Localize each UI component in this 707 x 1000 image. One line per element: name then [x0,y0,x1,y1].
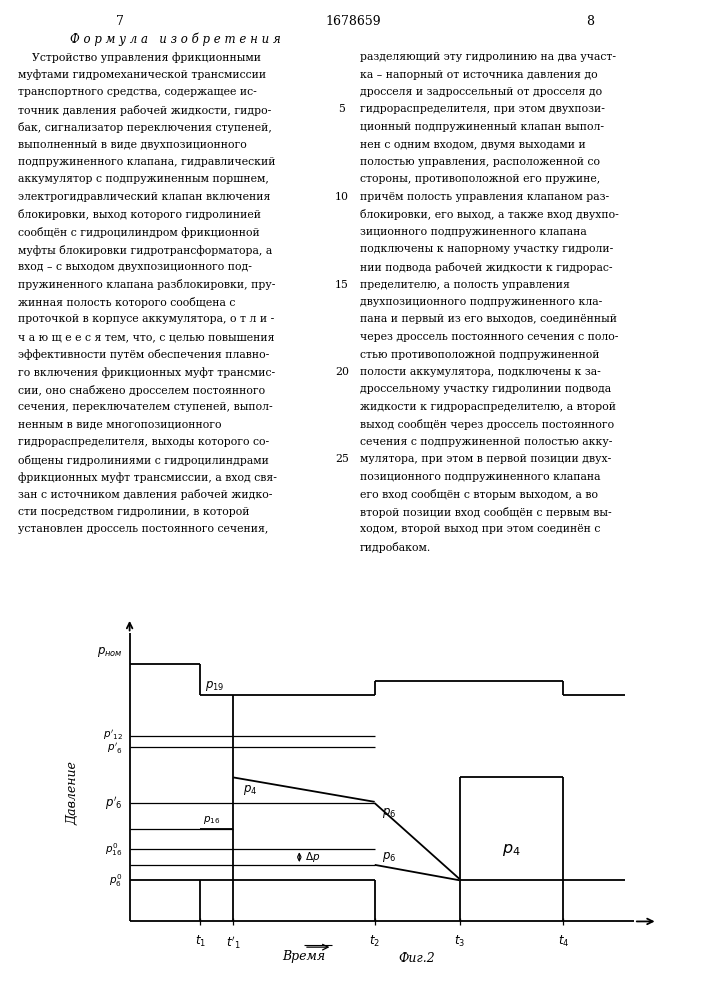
Text: эффективности путём обеспечения плавно-: эффективности путём обеспечения плавно- [18,350,269,360]
Text: $p_6$: $p_6$ [382,806,396,820]
Text: ч а ю щ е е с я тем, что, с целью повышения: ч а ю щ е е с я тем, что, с целью повыше… [18,332,274,342]
Text: жидкости к гидрораспределителю, а второй: жидкости к гидрораспределителю, а второй [360,402,616,412]
Text: $p_4$: $p_4$ [243,783,257,797]
Text: 1678659: 1678659 [325,15,381,28]
Text: гидробаком.: гидробаком. [360,542,431,553]
Text: 25: 25 [335,454,349,464]
Text: дроссельному участку гидролинии подвода: дроссельному участку гидролинии подвода [360,384,611,394]
Text: $p'_{12}$: $p'_{12}$ [103,728,122,742]
Text: $p'^{\,}_{6}$: $p'^{\,}_{6}$ [107,740,122,756]
Text: двухпозиционного подпружиненного кла-: двухпозиционного подпружиненного кла- [360,297,602,307]
Text: его вход сообщён с вторым выходом, а во: его вход сообщён с вторым выходом, а во [360,489,598,500]
Text: го включения фрикционных муфт трансмис-: го включения фрикционных муфт трансмис- [18,367,275,378]
Text: общены гидролиниями с гидроцилиндрами: общены гидролиниями с гидроцилиндрами [18,454,269,466]
Text: нен с одним входом, двумя выходами и: нен с одним входом, двумя выходами и [360,139,586,149]
Text: $\Delta p$: $\Delta p$ [305,850,320,864]
Text: $p^0_{16}$: $p^0_{16}$ [105,841,122,858]
Text: транспортного средства, содержащее ис-: транспортного средства, содержащее ис- [18,87,257,97]
Text: стью противоположной подпружиненной: стью противоположной подпружиненной [360,350,600,360]
Text: бак, сигнализатор переключения ступеней,: бак, сигнализатор переключения ступеней, [18,122,272,133]
Text: пружиненного клапана разблокировки, пру-: пружиненного клапана разблокировки, пру- [18,279,275,290]
Text: ционный подпружиненный клапан выпол-: ционный подпружиненный клапан выпол- [360,122,604,132]
Text: сечения, переключателем ступеней, выпол-: сечения, переключателем ступеней, выпол- [18,402,273,412]
Text: полостью управления, расположенной со: полостью управления, расположенной со [360,157,600,167]
Text: 20: 20 [335,367,349,377]
Text: $t_1$: $t_1$ [194,934,206,949]
Text: $p_4$: $p_4$ [502,841,521,858]
Text: установлен дроссель постоянного сечения,: установлен дроссель постоянного сечения, [18,524,269,534]
Text: Фиг.2: Фиг.2 [398,952,435,965]
Text: 15: 15 [335,279,349,290]
Text: $p'_6$: $p'_6$ [105,794,122,812]
Text: причём полость управления клапаном раз-: причём полость управления клапаном раз- [360,192,609,202]
Text: мулятора, при этом в первой позиции двух-: мулятора, при этом в первой позиции двух… [360,454,612,464]
Text: фрикционных муфт трансмиссии, а вход свя-: фрикционных муфт трансмиссии, а вход свя… [18,472,277,483]
Text: $t'_1$: $t'_1$ [226,934,240,951]
Text: точник давления рабочей жидкости, гидро-: точник давления рабочей жидкости, гидро- [18,104,271,115]
Text: подключены к напорному участку гидроли-: подключены к напорному участку гидроли- [360,244,613,254]
Text: блокировки, выход которого гидролинией: блокировки, выход которого гидролинией [18,210,261,221]
Text: зан с источником давления рабочей жидко-: зан с источником давления рабочей жидко- [18,489,272,500]
Text: выполненный в виде двухпозиционного: выполненный в виде двухпозиционного [18,139,247,149]
Text: 5: 5 [339,104,346,114]
Text: проточкой в корпусе аккумулятора, о т л и -: проточкой в корпусе аккумулятора, о т л … [18,314,274,324]
Text: нии подвода рабочей жидкости к гидрорас-: нии подвода рабочей жидкости к гидрорас- [360,262,612,273]
Text: электрогидравлический клапан включения: электрогидравлический клапан включения [18,192,270,202]
Text: $p_6$: $p_6$ [382,850,396,864]
Text: $p_{16}$: $p_{16}$ [203,814,220,826]
Text: пана и первый из его выходов, соединённый: пана и первый из его выходов, соединённы… [360,314,617,324]
Text: сии, оно снабжено дросселем постоянного: сии, оно снабжено дросселем постоянного [18,384,265,395]
Text: муфтами гидромеханической трансмиссии: муфтами гидромеханической трансмиссии [18,70,266,80]
Text: $t_2$: $t_2$ [369,934,380,949]
Text: полости аккумулятора, подключены к за-: полости аккумулятора, подключены к за- [360,367,601,377]
Text: сти посредством гидролинии, в которой: сти посредством гидролинии, в которой [18,507,250,517]
Text: подпружиненного клапана, гидравлический: подпружиненного клапана, гидравлический [18,157,276,167]
Text: 10: 10 [335,192,349,202]
Text: $p^0_6$: $p^0_6$ [110,872,122,889]
Text: вход – с выходом двухпозиционного под-: вход – с выходом двухпозиционного под- [18,262,252,272]
Text: гидрораспределителя, при этом двухпози-: гидрораспределителя, при этом двухпози- [360,104,605,114]
Text: дросселя и задроссельный от дросселя до: дросселя и задроссельный от дросселя до [360,87,602,97]
Text: $p_{\mathit{ном}}$: $p_{\mathit{ном}}$ [97,645,122,659]
Text: через дроссель постоянного сечения с поло-: через дроссель постоянного сечения с пол… [360,332,619,342]
Text: позиционного подпружиненного клапана: позиционного подпружиненного клапана [360,472,600,482]
Text: стороны, противоположной его пружине,: стороны, противоположной его пружине, [360,174,600,184]
Text: Время: Время [283,950,325,963]
Text: пределителю, а полость управления: пределителю, а полость управления [360,279,570,290]
Text: гидрораспределителя, выходы которого со-: гидрораспределителя, выходы которого со- [18,437,269,447]
Text: $t_4$: $t_4$ [558,934,569,949]
Text: ходом, второй выход при этом соединён с: ходом, второй выход при этом соединён с [360,524,600,534]
Text: второй позиции вход сообщён с первым вы-: второй позиции вход сообщён с первым вы- [360,507,612,518]
Text: сообщён с гидроцилиндром фрикционной: сообщён с гидроцилиндром фрикционной [18,227,259,238]
Text: Давление: Давление [66,761,80,825]
Text: разделяющий эту гидролинию на два участ-: разделяющий эту гидролинию на два участ- [360,52,616,62]
Text: муфты блокировки гидротрансформатора, а: муфты блокировки гидротрансформатора, а [18,244,272,255]
Text: ка – напорный от источника давления до: ка – напорный от источника давления до [360,70,597,80]
Text: сечения с подпружиненной полостью акку-: сечения с подпружиненной полостью акку- [360,437,612,447]
Text: ненным в виде многопозиционного: ненным в виде многопозиционного [18,420,221,430]
Text: Устройство управления фрикционными: Устройство управления фрикционными [18,52,261,63]
Text: выход сообщён через дроссель постоянного: выход сообщён через дроссель постоянного [360,420,614,430]
Text: жинная полость которого сообщена с: жинная полость которого сообщена с [18,297,235,308]
Text: 8: 8 [586,15,594,28]
Text: Ф о р м у л а   и з о б р е т е н и я: Ф о р м у л а и з о б р е т е н и я [69,32,281,45]
Text: аккумулятор с подпружиненным поршнем,: аккумулятор с подпружиненным поршнем, [18,174,269,184]
Text: $t_3$: $t_3$ [454,934,465,949]
Text: $p_{19}$: $p_{19}$ [205,679,224,693]
Text: блокировки, его выход, а также вход двухпо-: блокировки, его выход, а также вход двух… [360,210,619,221]
Text: зиционного подпружиненного клапана: зиционного подпружиненного клапана [360,227,587,237]
Text: 7: 7 [116,15,124,28]
